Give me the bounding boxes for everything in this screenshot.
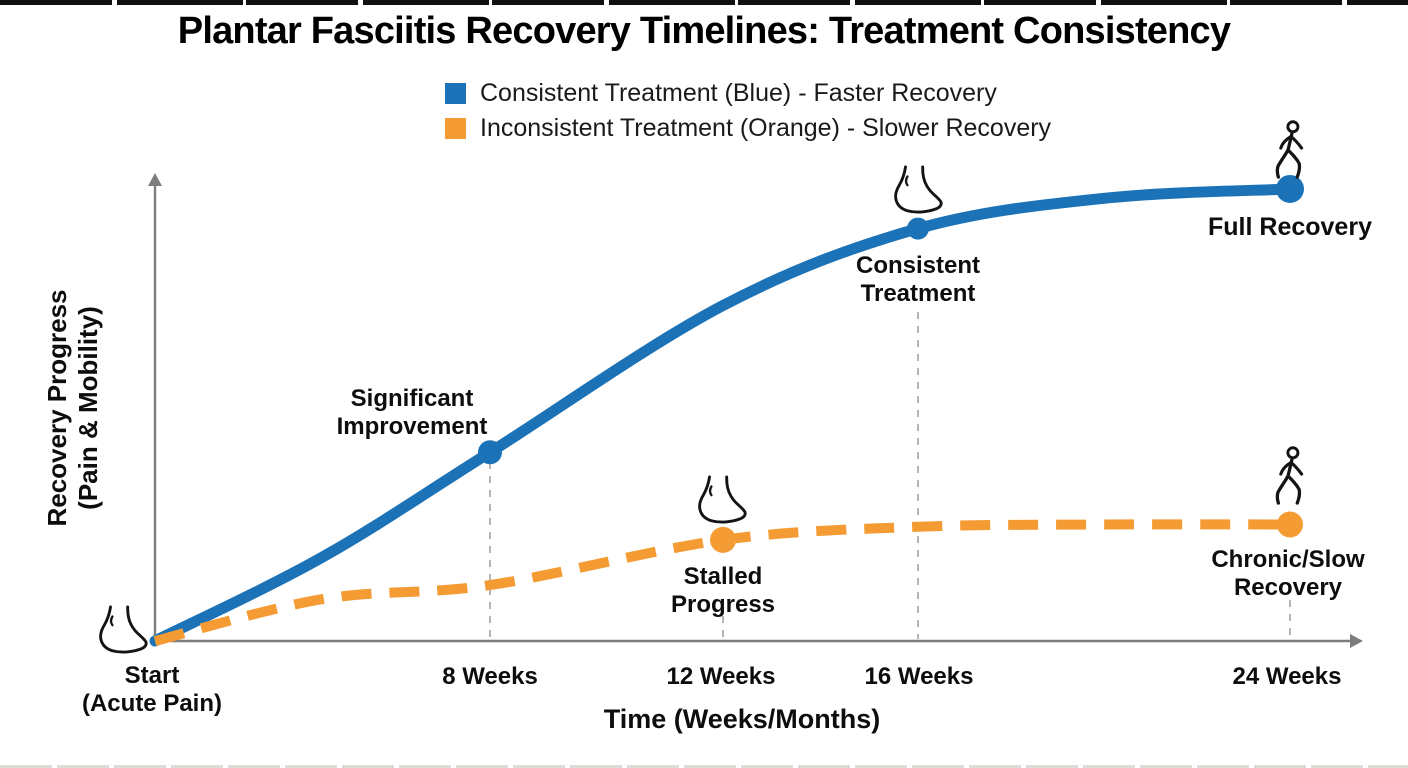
x-tick-16-weeks: 16 Weeks — [864, 663, 974, 690]
data-point-inconsistent-24w — [1277, 511, 1303, 538]
legend-item-label: Inconsistent Treatment (Orange) - Slower… — [480, 113, 1052, 142]
annotation-full-recovery: Full Recovery — [1208, 213, 1372, 241]
legend-item-inconsistent: Inconsistent Treatment (Orange) - Slower… — [445, 113, 1052, 143]
top-edge-strip — [0, 0, 1408, 5]
data-point-inconsistent-12w — [710, 526, 736, 553]
x-axis-arrowhead-icon — [1350, 634, 1363, 648]
x-tick-8-weeks: 8 Weeks — [442, 663, 538, 690]
x-tick-start: Start (Acute Pain) — [81, 662, 222, 718]
x-axis-label: Time (Weeks/Months) — [603, 704, 881, 734]
series-line-consistent — [149, 183, 1296, 647]
foot-icon-consistent-treatment — [894, 165, 943, 214]
legend-item-consistent: Consistent Treatment (Blue) - Faster Rec… — [445, 79, 1051, 108]
annotation-stalled-progress: Stalled Progress — [670, 563, 776, 619]
data-point-consistent-24w — [1276, 174, 1304, 203]
annotation-consistent-treatment: Consistent Treatment — [855, 252, 980, 308]
annotation-chronic-slow-recovery: Chronic/Slow Recovery — [1211, 546, 1365, 602]
legend-item-label: Consistent Treatment (Blue) - Faster Rec… — [480, 79, 997, 107]
legend-swatch-orange-icon — [445, 117, 466, 139]
bottom-edge-strip — [0, 765, 1408, 768]
data-point-consistent-16w — [907, 217, 929, 240]
legend-swatch-blue-icon — [445, 83, 466, 105]
walking-person-icon-full-recovery — [1275, 120, 1304, 179]
y-axis-arrowhead-icon — [148, 173, 162, 186]
y-axis-label: Recovery Progress (Pain & Mobility) — [42, 289, 104, 527]
foot-icon-start — [99, 605, 148, 654]
x-tick-24-weeks: 24 Weeks — [1232, 663, 1342, 690]
x-tick-12-weeks: 12 Weeks — [666, 663, 776, 690]
chart-legend: Consistent Treatment (Blue) - Faster Rec… — [445, 79, 1052, 143]
foot-icon-stalled-progress — [698, 475, 747, 524]
walking-person-icon-chronic-recovery — [1275, 446, 1304, 505]
page-title: Plantar Fasciitis Recovery Timelines: Tr… — [177, 10, 1231, 52]
annotation-significant-improvement: Significant Improvement — [336, 385, 488, 441]
data-point-consistent-8w — [478, 440, 502, 465]
